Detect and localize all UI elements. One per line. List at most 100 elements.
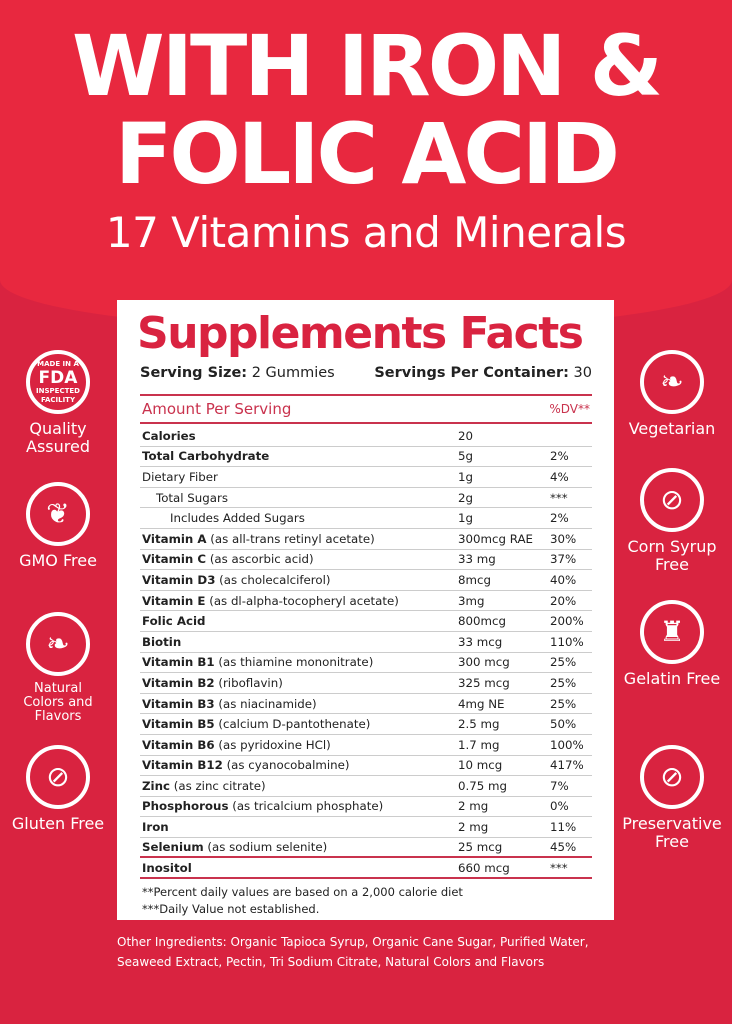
daily-value: 20%: [550, 593, 577, 608]
table-row: Vitamin A (as all-trans retinyl acetate)…: [140, 529, 592, 550]
table-row: Biotin 33 mcg 110%: [140, 632, 592, 653]
amount: 1g: [458, 469, 473, 484]
table-row: Calories 20: [140, 426, 592, 447]
amount: 300mcg RAE: [458, 531, 533, 546]
badge-label: Corn Syrup Free: [627, 537, 717, 574]
amount: 0.75 mg: [458, 778, 507, 793]
amount: 25 mcg: [458, 840, 503, 855]
table-row: Phosphorous (as tricalcium phosphate) 2 m…: [140, 797, 592, 818]
nutrient-name: Phosphorous (as tricalcium phosphate): [142, 799, 384, 814]
nutrient-name: Vitamin D3 (as cholecalciferol): [142, 572, 331, 587]
jelly-icon: ♜: [640, 600, 704, 664]
nutrient-name: Vitamin B5 (calcium D-pantothenate): [142, 717, 371, 732]
badge: ❦ GMO Free: [0, 482, 116, 570]
nutrient-name: Inositol: [142, 860, 192, 875]
no-flask-icon: ⊘: [640, 745, 704, 809]
amount: 800mcg: [458, 614, 506, 629]
footnotes: **Percent daily values are based on a 2,…: [142, 884, 463, 918]
table-row: Vitamin D3 (as cholecalciferol) 8mcg 40%: [140, 570, 592, 591]
table-row: Zinc (as zinc citrate) 0.75 mg 7%: [140, 776, 592, 797]
badge: ⊘ Corn Syrup Free: [612, 468, 732, 574]
badge-label: Vegetarian: [628, 419, 716, 438]
amount: 20: [458, 428, 474, 443]
nutrient-name: Includes Added Sugars: [170, 511, 305, 526]
table-row: Dietary Fiber 1g 4%: [140, 467, 592, 488]
nutrient-name: Total Carbohydrate: [142, 449, 270, 464]
nutrient-name: Vitamin B1 (as thiamine mononitrate): [142, 655, 374, 670]
table-row: Vitamin E (as dl-alpha-tocopheryl acetat…: [140, 591, 592, 612]
daily-value: ***: [550, 860, 568, 875]
nutrient-name: Vitamin B6 (as pyridoxine HCl): [142, 737, 331, 752]
table-row: Includes Added Sugars 1g 2%: [140, 508, 592, 529]
headline-line2: FOLIC ACID: [114, 105, 620, 203]
servings-label: Servings Per Container:: [374, 365, 569, 381]
daily-value: 25%: [550, 696, 577, 711]
nutrient-name: Total Sugars: [156, 490, 228, 505]
badge: ♜ Gelatin Free: [612, 600, 732, 688]
nutrient-name: Calories: [142, 428, 196, 443]
header-background: [0, 0, 732, 330]
footnote: ***Daily Value not established.: [142, 902, 320, 916]
badge-label: Quality Assured: [26, 419, 90, 456]
daily-value: 45%: [550, 840, 577, 855]
amount: 2g: [458, 490, 473, 505]
table-row: Vitamin B1 (as thiamine mononitrate) 300 …: [140, 653, 592, 674]
table-row: Total Carbohydrate 5g 2%: [140, 447, 592, 468]
table-row: Vitamin B5 (calcium D-pantothenate) 2.5 m…: [140, 714, 592, 735]
daily-value: 25%: [550, 675, 577, 690]
amount: 2 mg: [458, 799, 489, 814]
nutrient-name: Vitamin C (as ascorbic acid): [142, 552, 314, 567]
leaf-icon: ❧: [640, 350, 704, 414]
amount: 8mcg: [458, 572, 491, 587]
sprout-icon: ❦: [26, 482, 90, 546]
daily-value: 50%: [550, 717, 577, 732]
table-row: Vitamin C (as ascorbic acid) 33 mg 37%: [140, 550, 592, 571]
amount-header: Amount Per Serving %DV**: [140, 394, 592, 424]
amount: 300 mcg: [458, 655, 510, 670]
facts-title: Supplements Facts: [137, 308, 584, 359]
table-row: Vitamin B12 (as cyanocobalmine) 10 mcg 417…: [140, 756, 592, 777]
daily-value: 200%: [550, 614, 584, 629]
daily-value: ***: [550, 490, 568, 505]
serving-size: 2 Gummies: [251, 365, 335, 381]
amount: 1.7 mg: [458, 737, 500, 752]
daily-value: 30%: [550, 531, 577, 546]
badge-label: Preservative Free: [622, 814, 722, 851]
nutrient-name: Vitamin B12 (as cyanocobalmine): [142, 758, 350, 773]
table-row: Inositol 660 mcg ***: [140, 858, 592, 880]
nutrient-name: Zinc (as zinc citrate): [142, 778, 266, 793]
badge-label: GMO Free: [19, 551, 97, 570]
headline-line1: WITH IRON &: [72, 17, 663, 115]
daily-value: 37%: [550, 552, 577, 567]
amount: 325 mcg: [458, 675, 510, 690]
badge: ❧ Vegetarian: [612, 350, 732, 438]
badge-label: Natural Colors and Flavors: [23, 681, 93, 724]
headline-subtitle: 17 Vitamins and Minerals: [105, 208, 627, 257]
other-ingredients: Other Ingredients: Organic Tapioca Syrup…: [117, 935, 589, 969]
daily-value: 100%: [550, 737, 584, 752]
fda-seal-icon: MADE IN A FDA INSPECTED FACILITY: [26, 350, 90, 414]
amount: 2 mg: [458, 820, 489, 835]
table-row: Vitamin B3 (as niacinamide) 4mg NE 25%: [140, 694, 592, 715]
facts-table: Calories 20 Total Carbohydrate 5g 2% Dietary …: [140, 426, 592, 880]
serving-info: Serving Size: 2 Gummies Servings Per Con…: [140, 365, 592, 381]
nutrient-name: Vitamin B3 (as niacinamide): [142, 696, 317, 711]
daily-value: 25%: [550, 655, 577, 670]
nutrient-name: Vitamin E (as dl-alpha-tocopheryl acetat…: [142, 593, 399, 608]
amount: 2.5 mg: [458, 717, 500, 732]
badge: ⊘ Gluten Free: [0, 745, 116, 833]
amount: 10 mcg: [458, 758, 503, 773]
nutrient-name: Vitamin B2 (riboflavin): [142, 675, 283, 690]
badge: ❧ Natural Colors and Flavors: [0, 612, 116, 724]
amount: 4mg NE: [458, 696, 505, 711]
daily-value: 11%: [550, 820, 577, 835]
servings-value: 30: [573, 365, 592, 381]
table-row: Folic Acid 800mcg 200%: [140, 611, 592, 632]
leaf-icon: ❧: [26, 612, 90, 676]
daily-value: 417%: [550, 758, 584, 773]
nutrient-name: Vitamin A (as all-trans retinyl acetate): [142, 531, 375, 546]
daily-value: 7%: [550, 778, 569, 793]
badge-label: Gluten Free: [11, 814, 105, 833]
nutrient-name: Iron: [142, 820, 169, 835]
amount: 5g: [458, 449, 473, 464]
